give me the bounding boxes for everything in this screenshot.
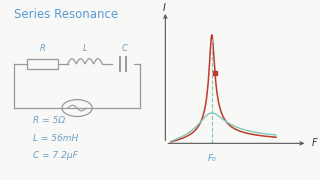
Circle shape — [62, 100, 92, 116]
Text: Series Resonance: Series Resonance — [14, 8, 118, 21]
Text: C = 7.2µF: C = 7.2µF — [33, 151, 78, 160]
Text: I: I — [162, 3, 165, 13]
Text: R: R — [39, 44, 45, 53]
Text: R = 5Ω: R = 5Ω — [33, 116, 65, 125]
Text: L: L — [83, 44, 87, 53]
Text: F: F — [312, 138, 318, 148]
Text: C: C — [121, 44, 127, 53]
Text: L = 56mH: L = 56mH — [33, 134, 78, 143]
Bar — [27, 59, 58, 69]
Text: F₀: F₀ — [207, 154, 216, 163]
